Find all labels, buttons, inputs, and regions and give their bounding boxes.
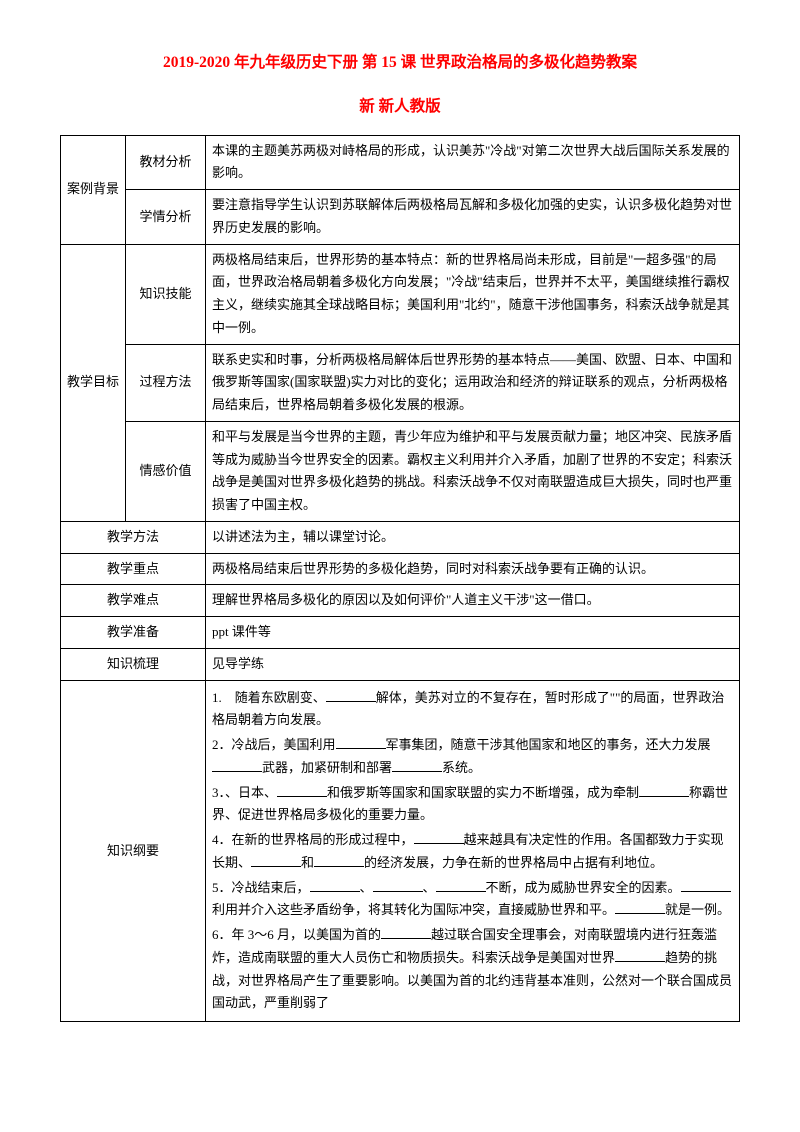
table-row: 教学方法 以讲述法为主，辅以课堂讨论。: [61, 521, 740, 553]
table-row: 教学目标 知识技能 两极格局结束后，世界形势的基本特点：新的世界格局尚未形成，目…: [61, 244, 740, 344]
outline-item-5: 5．冷战结束后，、、不断，成为威胁世界安全的因素。利用并介入这些矛盾纷争，将其转…: [212, 877, 733, 923]
outline-item-3: 3．、日本、和俄罗斯等国家和国家联盟的实力不断增强，成为牵制称霸世界、促进世界格…: [212, 782, 733, 828]
teaching-difficulty-label: 教学难点: [61, 585, 206, 617]
teaching-prep-label: 教学准备: [61, 617, 206, 649]
table-row: 过程方法 联系史实和时事，分析两极格局解体后世界形势的基本特点——美国、欧盟、日…: [61, 344, 740, 421]
table-row: 学情分析 要注意指导学生认识到苏联解体后两极格局瓦解和多极化加强的史实，认识多极…: [61, 190, 740, 245]
page-title-2: 新 新人教版: [60, 94, 740, 120]
emotion-value-content: 和平与发展是当今世界的主题，青少年应为维护和平与发展贡献力量；地区冲突、民族矛盾…: [206, 421, 740, 521]
process-method-content: 联系史实和时事，分析两极格局解体后世界形势的基本特点——美国、欧盟、日本、中国和…: [206, 344, 740, 421]
teaching-prep-content: ppt 课件等: [206, 617, 740, 649]
table-row: 案例背景 教材分析 本课的主题美苏两极对峙格局的形成，认识美苏"冷战"对第二次世…: [61, 135, 740, 190]
textbook-analysis-content: 本课的主题美苏两极对峙格局的形成，认识美苏"冷战"对第二次世界大战后国际关系发展…: [206, 135, 740, 190]
outline-item-2: 2．冷战后，美国利用军事集团，随意干涉其他国家和地区的事务，还大力发展武器，加紧…: [212, 734, 733, 780]
knowledge-skill-label: 知识技能: [126, 244, 206, 344]
lesson-plan-table: 案例背景 教材分析 本课的主题美苏两极对峙格局的形成，认识美苏"冷战"对第二次世…: [60, 135, 740, 1023]
table-row: 教学重点 两极格局结束后世界形势的多极化趋势，同时对科索沃战争要有正确的认识。: [61, 553, 740, 585]
table-row: 知识纲要 1. 随着东欧剧变、解体，美苏对立的不复存在，暂时形成了""的局面，世…: [61, 680, 740, 1022]
teaching-method-label: 教学方法: [61, 521, 206, 553]
knowledge-review-content: 见导学练: [206, 648, 740, 680]
outline-item-4: 4．在新的世界格局的形成过程中，越来越具有决定性的作用。各国都致力于实现长期、和…: [212, 829, 733, 875]
teaching-goal-label: 教学目标: [61, 244, 126, 521]
knowledge-review-label: 知识梳理: [61, 648, 206, 680]
outline-item-6: 6．年 3～6 月，以美国为首的越过联合国安全理事会，对南联盟境内进行狂轰滥炸，…: [212, 924, 733, 1015]
teaching-method-content: 以讲述法为主，辅以课堂讨论。: [206, 521, 740, 553]
teaching-difficulty-content: 理解世界格局多极化的原因以及如何评价"人道主义干涉"这一借口。: [206, 585, 740, 617]
emotion-value-label: 情感价值: [126, 421, 206, 521]
student-analysis-label: 学情分析: [126, 190, 206, 245]
knowledge-outline-content: 1. 随着东欧剧变、解体，美苏对立的不复存在，暂时形成了""的局面，世界政治格局…: [206, 680, 740, 1022]
page-title-1: 2019-2020 年九年级历史下册 第 15 课 世界政治格局的多极化趋势教案: [60, 50, 740, 76]
knowledge-outline-label: 知识纲要: [61, 680, 206, 1022]
outline-item-1: 1. 随着东欧剧变、解体，美苏对立的不复存在，暂时形成了""的局面，世界政治格局…: [212, 687, 733, 733]
knowledge-skill-content: 两极格局结束后，世界形势的基本特点：新的世界格局尚未形成，目前是"一超多强"的局…: [206, 244, 740, 344]
table-row: 情感价值 和平与发展是当今世界的主题，青少年应为维护和平与发展贡献力量；地区冲突…: [61, 421, 740, 521]
textbook-analysis-label: 教材分析: [126, 135, 206, 190]
teaching-focus-label: 教学重点: [61, 553, 206, 585]
table-row: 教学难点 理解世界格局多极化的原因以及如何评价"人道主义干涉"这一借口。: [61, 585, 740, 617]
table-row: 教学准备 ppt 课件等: [61, 617, 740, 649]
table-row: 知识梳理 见导学练: [61, 648, 740, 680]
teaching-focus-content: 两极格局结束后世界形势的多极化趋势，同时对科索沃战争要有正确的认识。: [206, 553, 740, 585]
case-background-label: 案例背景: [61, 135, 126, 244]
student-analysis-content: 要注意指导学生认识到苏联解体后两极格局瓦解和多极化加强的史实，认识多极化趋势对世…: [206, 190, 740, 245]
process-method-label: 过程方法: [126, 344, 206, 421]
